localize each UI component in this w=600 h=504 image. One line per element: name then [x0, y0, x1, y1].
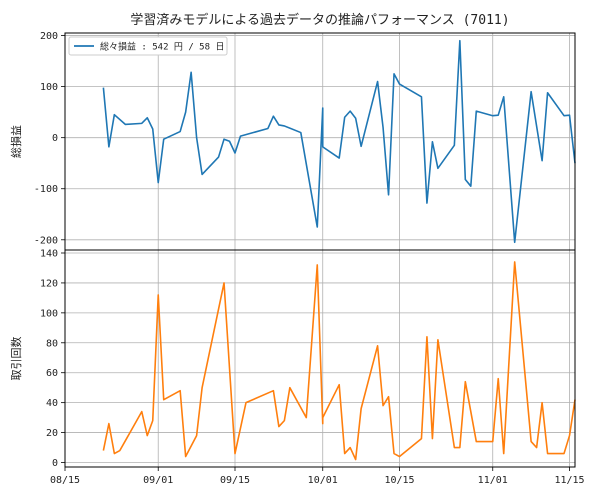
bottom-ytick-label: 80 — [46, 338, 58, 349]
xtick-label: 11/01 — [478, 475, 508, 486]
bottom-panel: 0 20 40 60 80 100 120 140 取引回数 08/15 09/01 09/15 10/… — [9, 248, 585, 486]
bottom-ytick-label: 60 — [46, 368, 58, 379]
legend-label: 総々損益 : 542 円 / 58 日 — [100, 41, 224, 53]
bottom-series-line — [103, 262, 575, 460]
bottom-ytick-label: 0 — [52, 458, 58, 469]
bottom-ytick-label: 20 — [46, 428, 58, 439]
top-ytick-label: -200 — [34, 235, 58, 246]
bottom-ytick-label: 140 — [40, 248, 58, 259]
legend: 総々損益 : 542 円 / 58 日 — [69, 37, 227, 55]
top-ytick-label: 0 — [52, 133, 58, 144]
bottom-ytick-label: 40 — [46, 398, 58, 409]
xtick-label: 09/15 — [220, 475, 250, 486]
top-ylabel: 総損益 — [9, 125, 23, 158]
top-ytick-label: 100 — [40, 82, 58, 93]
bottom-ytick-label: 120 — [40, 278, 58, 289]
top-ytick-label: -100 — [34, 184, 58, 195]
xtick-label: 11/15 — [554, 475, 584, 486]
bottom-ylabel: 取引回数 — [9, 337, 23, 381]
chart-title: 学習済みモデルによる過去データの推論パフォーマンス (7011) — [130, 12, 509, 28]
top-series-line — [103, 41, 575, 243]
bottom-ytick-label: 100 — [40, 308, 58, 319]
top-axes-frame — [65, 33, 575, 250]
xtick-label: 09/01 — [143, 475, 173, 486]
top-panel: -200 -100 0 100 200 総損益 総々損益 : 542 円 / 58 日 — [9, 31, 575, 250]
xtick-label: 10/01 — [308, 475, 338, 486]
xtick-label: 10/15 — [384, 475, 414, 486]
xtick-label: 08/15 — [50, 475, 80, 486]
top-ytick-label: 200 — [40, 31, 58, 42]
